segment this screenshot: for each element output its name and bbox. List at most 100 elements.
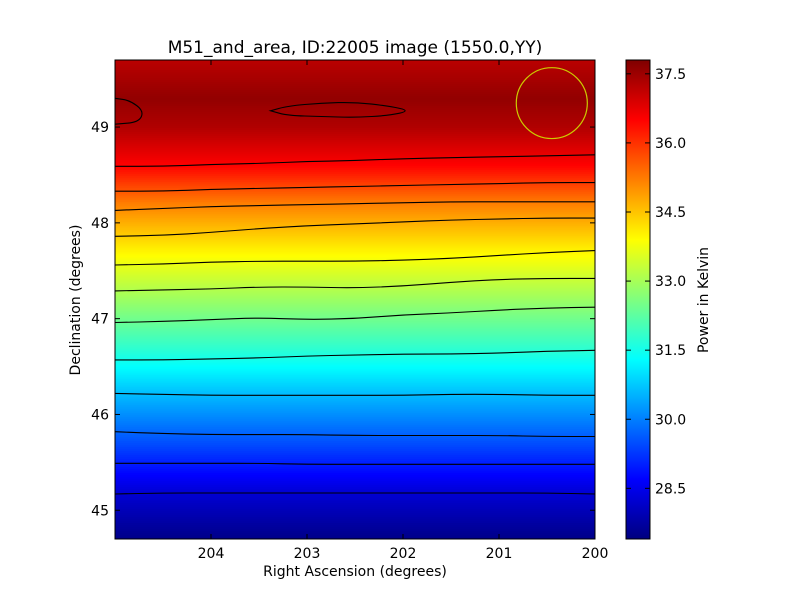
heatmap-cell xyxy=(115,363,595,366)
heatmap-cell xyxy=(115,257,595,261)
colorbar-tick-label: 37.5 xyxy=(655,67,686,83)
heatmap-cell xyxy=(115,215,595,219)
y-tick-label: 47 xyxy=(91,312,109,328)
heatmap-cell xyxy=(115,335,595,339)
heatmap-cell xyxy=(115,471,595,474)
heatmap-cell xyxy=(115,409,595,412)
heatmap-cell xyxy=(115,315,595,319)
heatmap-cell xyxy=(115,433,595,436)
heatmap-cell xyxy=(115,359,595,362)
heatmap-cell xyxy=(115,75,595,79)
heatmap-cell xyxy=(115,143,595,147)
heatmap-cell xyxy=(115,475,595,478)
heatmap-cell xyxy=(115,347,595,350)
heatmap-cell xyxy=(115,385,595,388)
heatmap-cell xyxy=(115,423,595,426)
heatmap-cell xyxy=(115,113,595,117)
x-tick-label: 200 xyxy=(582,546,609,562)
heatmap-cell xyxy=(115,169,595,173)
heatmap-plot: 204 203 202 201 200 45 46 47 48 49 xyxy=(91,59,609,562)
heatmap-cell xyxy=(115,243,595,247)
heatmap-cell xyxy=(115,295,595,299)
heatmap-cell xyxy=(115,233,595,237)
heatmap-cell xyxy=(115,529,595,532)
x-axis-label: Right Ascension (degrees) xyxy=(263,564,447,580)
heatmap-cell xyxy=(115,473,595,476)
heatmap-cell xyxy=(115,289,595,293)
heatmap-cell xyxy=(115,503,595,506)
x-axis: 204 203 202 201 200 xyxy=(198,60,609,562)
heatmap-cell xyxy=(115,253,595,257)
heatmap-cell xyxy=(115,299,595,303)
heatmap-cell xyxy=(115,273,595,277)
heatmap-cell xyxy=(115,183,595,187)
heatmap-cell xyxy=(115,97,595,101)
heatmap-cell xyxy=(115,89,595,93)
contour-line-14 xyxy=(268,101,406,118)
heatmap-cell xyxy=(115,205,595,209)
heatmap-cell xyxy=(115,301,595,305)
heatmap-cell xyxy=(115,405,595,408)
heatmap-cell xyxy=(115,303,595,307)
contour-line-3 xyxy=(115,431,595,438)
colorbar-tick-label: 31.5 xyxy=(655,343,686,359)
plot-frame xyxy=(114,59,596,540)
heatmap-cell xyxy=(115,131,595,135)
contour-line-8 xyxy=(115,250,595,266)
heatmap-cell xyxy=(115,197,595,201)
heatmap-cell xyxy=(115,293,595,297)
heatmap-cell xyxy=(115,437,595,440)
heatmap-cell xyxy=(115,431,595,434)
heatmap-cell xyxy=(115,207,595,211)
heatmap-cell xyxy=(115,367,595,370)
heatmap-cell xyxy=(115,155,595,159)
heatmap-cell xyxy=(115,469,595,472)
heatmap-cell xyxy=(115,377,595,380)
heatmap-cell xyxy=(115,443,595,446)
heatmap-cell xyxy=(115,67,595,71)
heatmap-cell xyxy=(115,225,595,229)
heatmap-cell xyxy=(115,117,595,121)
heatmap-cell xyxy=(115,61,595,65)
heatmap-cell xyxy=(115,201,595,205)
heatmap-cell xyxy=(115,151,595,155)
heatmap-cell xyxy=(115,535,595,538)
heatmap-cell xyxy=(115,537,595,539)
heatmap-cell xyxy=(115,403,595,406)
heatmap-cell xyxy=(115,489,595,492)
heatmap-cell xyxy=(115,497,595,500)
y-tick-label: 46 xyxy=(91,407,109,423)
heatmap-cell xyxy=(115,395,595,398)
colorbar-tick-label: 36.0 xyxy=(655,136,686,152)
heatmap-cell xyxy=(115,185,595,189)
heatmap-cell xyxy=(115,351,595,354)
heatmap-cell xyxy=(115,331,595,335)
heatmap-cell xyxy=(115,165,595,169)
heatmap-cell xyxy=(115,137,595,141)
heatmap-cell xyxy=(115,181,595,185)
heatmap-cell xyxy=(115,513,595,516)
heatmap-cell xyxy=(115,453,595,456)
colorbar-tick-label: 34.5 xyxy=(655,205,686,221)
heatmap-cell xyxy=(115,107,595,111)
heatmap-cell xyxy=(115,477,595,480)
heatmap-cell xyxy=(115,491,595,494)
y-axis-label: Declination (degrees) xyxy=(68,225,84,376)
heatmap-cell xyxy=(115,415,595,418)
beam-circle xyxy=(515,67,588,140)
heatmap-cell xyxy=(115,505,595,508)
contour-lines xyxy=(115,97,595,495)
heatmap-cell xyxy=(115,457,595,460)
beam-marker xyxy=(515,67,588,140)
heatmap-cell xyxy=(115,60,595,63)
heatmap-cell xyxy=(115,421,595,424)
heatmap-cell xyxy=(115,247,595,251)
heatmap-cell xyxy=(115,213,595,217)
heatmap-cell xyxy=(115,439,595,442)
contour-line-4 xyxy=(115,392,595,396)
heatmap-cell xyxy=(115,141,595,145)
heatmap-cell xyxy=(115,71,595,75)
heatmap-cell xyxy=(115,171,595,175)
heatmap-cell xyxy=(115,387,595,390)
